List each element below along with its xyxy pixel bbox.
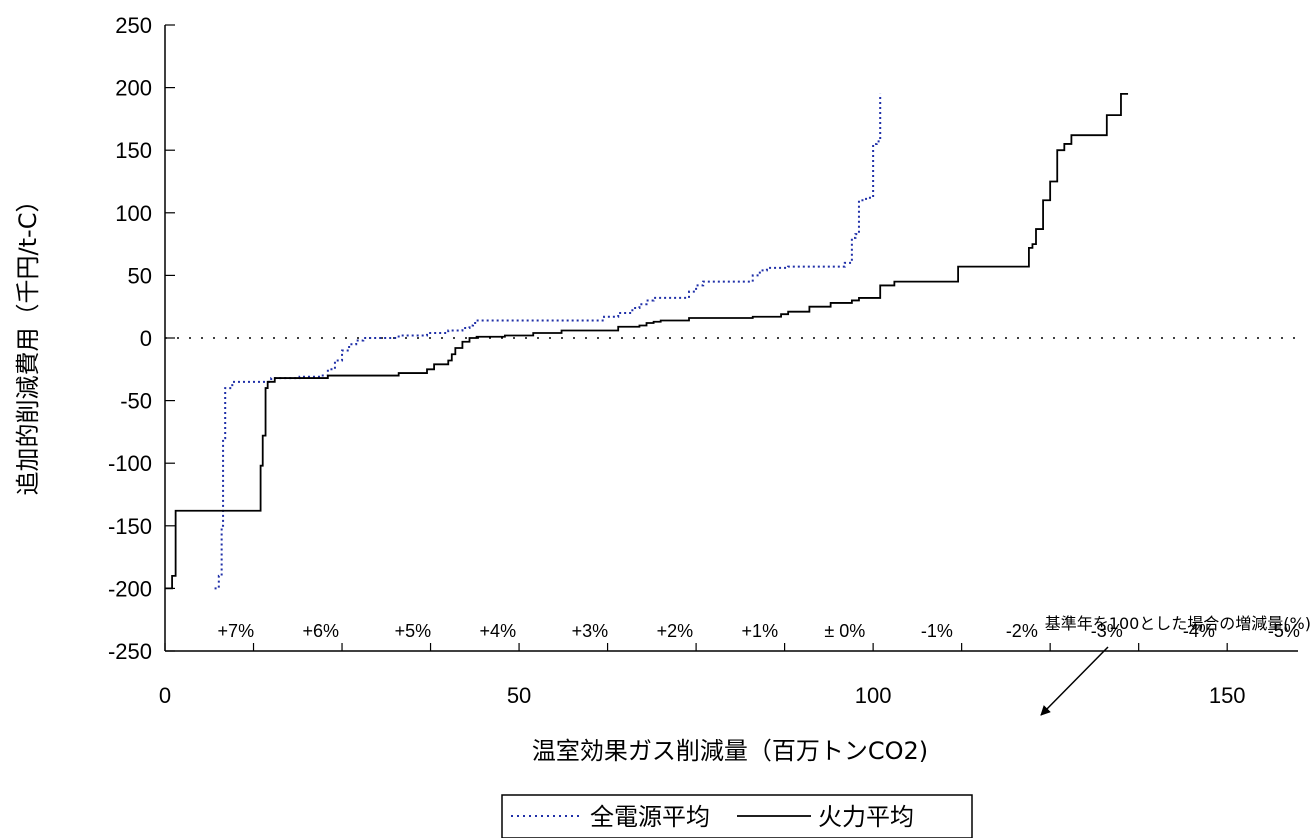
series-line-all-sources-average [214,93,882,590]
percent-label: +2% [657,621,694,641]
y-tick-label: 0 [140,326,152,351]
annotation-text: 基準年を100とした場合の増減量(%) [1045,614,1311,633]
legend-label-thermal: 火力平均 [818,803,914,831]
x-axis: 0 50 100 150 [159,643,1298,708]
y-tick-label: 150 [115,138,152,163]
x-tick-label: 150 [1209,683,1246,708]
percent-label: -4% [1183,621,1215,641]
percent-label: +7% [218,621,255,641]
percent-label: ± 0% [824,621,865,641]
percent-label: +1% [742,621,779,641]
x-tick-label: 0 [159,683,171,708]
percent-label: -5% [1268,621,1300,641]
series-line-thermal-average [165,92,1129,590]
percent-label: +3% [572,621,609,641]
percent-label: +4% [480,621,517,641]
x-tick-label: 50 [507,683,531,708]
x-axis-title: 温室効果ガス削減量（百万トンCO2) [532,737,928,765]
y-axis-title: 追加的削減費用（千円/t-C） [14,189,42,496]
y-tick-label: 200 [115,76,152,101]
y-tick-label: -50 [120,389,152,414]
plot-area [165,92,1298,590]
y-tick-label: 100 [115,201,152,226]
percent-label: -2% [1006,621,1038,641]
y-tick-label: 50 [128,263,152,288]
y-axis: 250 200 150 100 50 0 -50 -100 -150 -200 -250 [108,13,175,664]
y-tick-label: -200 [108,576,152,601]
percent-label: -1% [921,621,953,641]
legend: 全電源平均 火力平均 [501,794,973,838]
percent-labels: +7% +6% +5% +4% +3% +2% +1% ± 0% -1% -2% -3% -4% -5% [218,621,1300,641]
percent-label: -3% [1091,621,1123,641]
y-tick-label: 250 [115,13,152,38]
percent-label: +5% [395,621,432,641]
percent-label: +6% [303,621,340,641]
x-tick-label: 100 [855,683,892,708]
legend-label-all-sources: 全電源平均 [590,803,710,831]
y-tick-label: -150 [108,514,152,539]
y-tick-label: -250 [108,639,152,664]
y-tick-label: -100 [108,451,152,476]
annotation-arrow [1040,646,1109,716]
